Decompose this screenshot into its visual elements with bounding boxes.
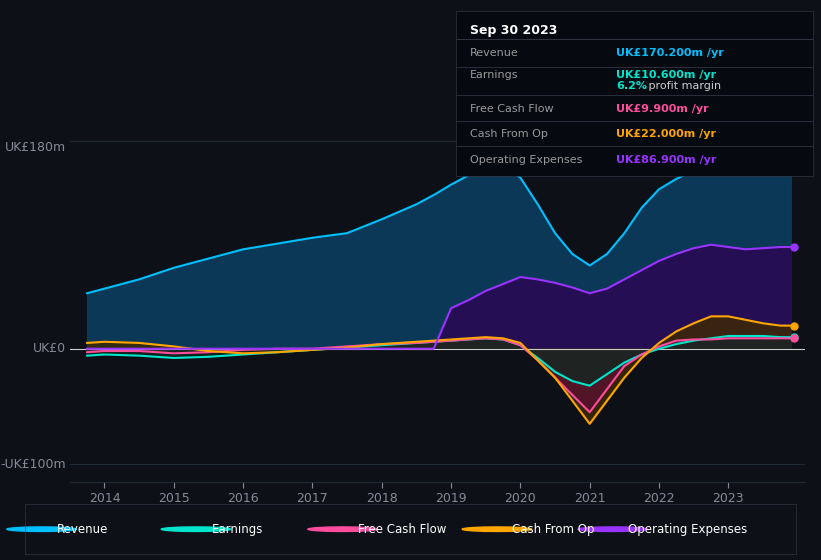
Text: Earnings: Earnings — [211, 522, 263, 536]
Text: Cash From Op: Cash From Op — [512, 522, 595, 536]
Circle shape — [308, 527, 378, 531]
Text: Revenue: Revenue — [57, 522, 108, 536]
Text: UK£170.200m /yr: UK£170.200m /yr — [617, 48, 724, 58]
Text: UK£0: UK£0 — [33, 342, 67, 355]
Text: UK£180m: UK£180m — [5, 141, 67, 153]
Text: Revenue: Revenue — [470, 48, 519, 58]
Text: UK£10.600m /yr: UK£10.600m /yr — [617, 70, 717, 80]
Text: Sep 30 2023: Sep 30 2023 — [470, 25, 557, 38]
Text: UK£9.900m /yr: UK£9.900m /yr — [617, 105, 709, 114]
Text: Cash From Op: Cash From Op — [470, 129, 548, 139]
Circle shape — [161, 527, 231, 531]
Text: Operating Expenses: Operating Expenses — [470, 155, 582, 165]
Circle shape — [462, 527, 532, 531]
Text: Free Cash Flow: Free Cash Flow — [358, 522, 447, 536]
Circle shape — [578, 527, 648, 531]
Text: UK£22.000m /yr: UK£22.000m /yr — [617, 129, 717, 139]
Text: profit margin: profit margin — [645, 81, 721, 91]
Text: -UK£100m: -UK£100m — [1, 458, 67, 471]
Text: 6.2%: 6.2% — [617, 81, 648, 91]
Text: Free Cash Flow: Free Cash Flow — [470, 105, 553, 114]
Circle shape — [7, 527, 76, 531]
Text: Earnings: Earnings — [470, 70, 518, 80]
Text: UK£86.900m /yr: UK£86.900m /yr — [617, 155, 717, 165]
Text: Operating Expenses: Operating Expenses — [628, 522, 747, 536]
